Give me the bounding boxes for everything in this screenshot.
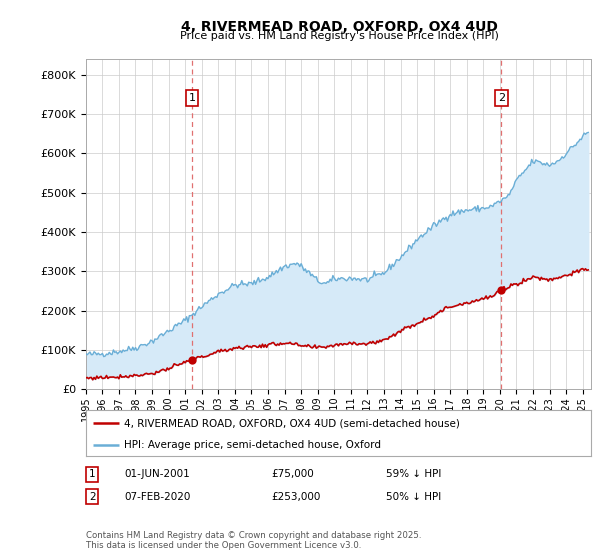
Text: 59% ↓ HPI: 59% ↓ HPI	[386, 469, 441, 479]
Text: 4, RIVERMEAD ROAD, OXFORD, OX4 4UD (semi-detached house): 4, RIVERMEAD ROAD, OXFORD, OX4 4UD (semi…	[124, 418, 460, 428]
Text: £253,000: £253,000	[272, 492, 321, 502]
Text: 1: 1	[188, 93, 196, 103]
Text: 2: 2	[497, 93, 505, 103]
Text: 1: 1	[89, 469, 95, 479]
Text: Price paid vs. HM Land Registry's House Price Index (HPI): Price paid vs. HM Land Registry's House …	[179, 31, 499, 41]
Text: 4, RIVERMEAD ROAD, OXFORD, OX4 4UD: 4, RIVERMEAD ROAD, OXFORD, OX4 4UD	[181, 20, 497, 34]
Text: 07-FEB-2020: 07-FEB-2020	[125, 492, 191, 502]
Text: HPI: Average price, semi-detached house, Oxford: HPI: Average price, semi-detached house,…	[124, 440, 380, 450]
Text: £75,000: £75,000	[272, 469, 314, 479]
Text: 50% ↓ HPI: 50% ↓ HPI	[386, 492, 441, 502]
Text: Contains HM Land Registry data © Crown copyright and database right 2025.
This d: Contains HM Land Registry data © Crown c…	[86, 530, 421, 550]
Text: 01-JUN-2001: 01-JUN-2001	[125, 469, 191, 479]
Text: 2: 2	[89, 492, 95, 502]
